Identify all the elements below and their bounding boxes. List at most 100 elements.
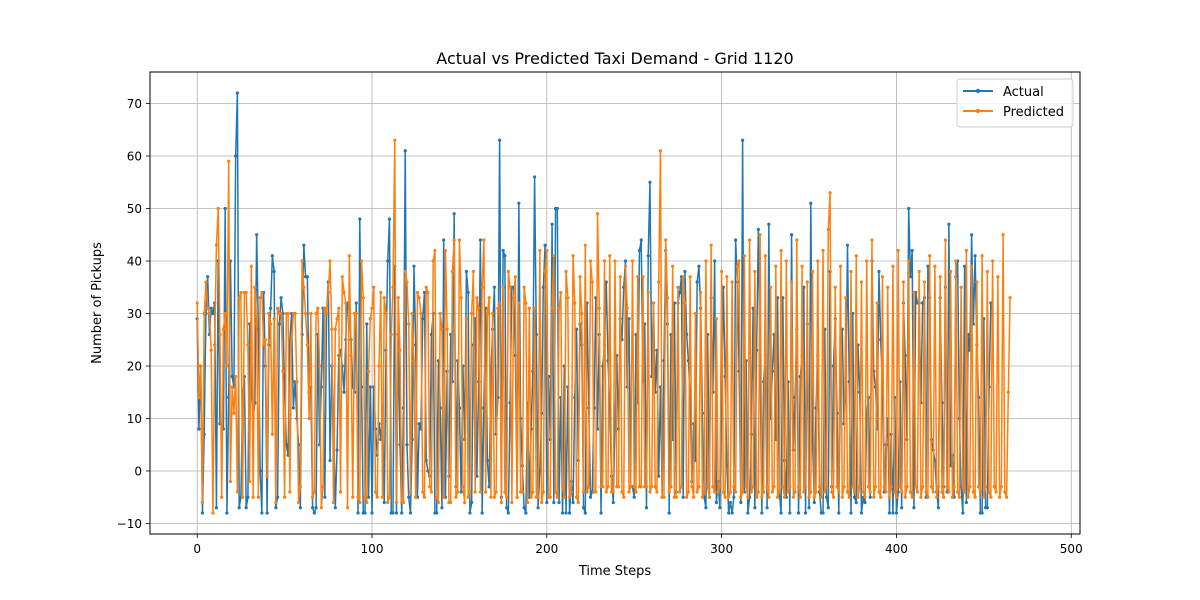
- data-point-predicted: [714, 317, 718, 321]
- data-point-predicted: [506, 269, 510, 274]
- data-point-predicted: [947, 490, 951, 494]
- data-point-predicted: [716, 490, 720, 494]
- data-point-predicted: [831, 495, 836, 499]
- data-point-predicted: [992, 485, 996, 489]
- data-point-predicted: [819, 495, 823, 499]
- data-point-predicted: [206, 306, 210, 310]
- data-point-predicted: [459, 296, 463, 300]
- data-point-actual: [732, 495, 736, 499]
- data-point-actual: [714, 500, 718, 505]
- data-point-predicted: [847, 495, 851, 499]
- data-point-predicted: [793, 490, 797, 494]
- data-point-predicted: [606, 485, 610, 489]
- data-point-predicted: [319, 506, 323, 510]
- data-point-actual: [824, 495, 829, 499]
- data-point-predicted: [331, 500, 336, 505]
- data-point-predicted: [982, 495, 986, 499]
- data-point-actual: [464, 269, 469, 274]
- data-point-predicted: [571, 254, 575, 258]
- data-point-predicted: [366, 369, 371, 373]
- data-point-actual: [342, 390, 346, 394]
- data-point-predicted: [861, 490, 865, 494]
- data-point-predicted: [234, 374, 238, 379]
- data-point-predicted: [807, 495, 811, 499]
- data-point-predicted: [900, 490, 904, 494]
- data-point-predicted: [503, 490, 507, 494]
- x-tick-label: 0: [193, 542, 201, 556]
- data-point-predicted: [225, 364, 229, 368]
- data-point-predicted: [520, 490, 524, 494]
- data-point-predicted: [347, 254, 351, 258]
- data-point-actual: [505, 506, 509, 510]
- data-point-predicted: [602, 259, 607, 263]
- data-point-predicted: [484, 490, 488, 494]
- data-point-actual: [599, 511, 603, 515]
- data-point-actual: [970, 233, 974, 237]
- data-point-predicted: [419, 311, 423, 316]
- data-point-predicted: [859, 280, 864, 284]
- data-point-predicted: [845, 490, 850, 494]
- data-point-predicted: [335, 317, 339, 321]
- data-point-predicted: [499, 500, 503, 505]
- data-point-predicted: [685, 495, 689, 499]
- data-point-predicted: [723, 495, 727, 499]
- data-point-actual: [545, 500, 549, 505]
- data-point-predicted: [473, 490, 477, 494]
- data-point-actual: [560, 511, 565, 515]
- data-point-predicted: [239, 290, 243, 295]
- data-point-predicted: [255, 322, 259, 326]
- data-point-predicted: [735, 264, 739, 268]
- data-point-predicted: [356, 495, 360, 499]
- data-point-actual: [382, 500, 386, 505]
- data-point-predicted: [482, 238, 486, 242]
- data-point-actual: [555, 206, 559, 211]
- data-point-predicted: [665, 296, 670, 300]
- data-point-actual: [765, 506, 769, 510]
- y-tick-label: 70: [127, 97, 142, 111]
- data-point-predicted: [901, 280, 906, 284]
- data-point-predicted: [823, 490, 827, 494]
- data-point-actual: [265, 511, 269, 515]
- data-point-predicted: [569, 490, 573, 494]
- data-point-predicted: [296, 500, 301, 505]
- data-point-actual: [400, 511, 404, 515]
- data-point-predicted: [782, 495, 787, 499]
- data-point-predicted: [435, 495, 439, 499]
- data-point-predicted: [781, 485, 785, 489]
- data-point-predicted: [270, 432, 274, 436]
- data-point-actual: [704, 506, 708, 510]
- data-point-predicted: [436, 500, 441, 505]
- data-point-predicted: [529, 495, 533, 499]
- data-point-actual: [863, 500, 867, 505]
- data-point-predicted: [725, 275, 729, 279]
- data-point-predicted: [775, 495, 780, 499]
- data-point-predicted: [674, 495, 678, 499]
- data-point-actual: [452, 212, 456, 216]
- data-point-predicted: [258, 296, 262, 300]
- data-point-actual: [368, 385, 372, 389]
- data-point-actual: [849, 511, 853, 515]
- data-point-predicted: [494, 490, 498, 494]
- data-point-actual: [845, 243, 850, 247]
- data-point-predicted: [211, 511, 215, 515]
- data-point-predicted: [401, 500, 406, 505]
- y-tick-label: 60: [127, 150, 142, 164]
- data-point-predicted: [330, 327, 334, 331]
- data-point-predicted: [543, 269, 547, 274]
- data-point-predicted: [767, 495, 771, 499]
- data-point-predicted: [905, 485, 909, 489]
- data-point-actual: [639, 238, 643, 242]
- data-point-predicted: [702, 490, 706, 494]
- data-point-predicted: [380, 495, 385, 499]
- data-point-actual: [310, 506, 315, 510]
- data-point-predicted: [996, 275, 1000, 279]
- data-point-predicted: [372, 285, 376, 289]
- data-point-predicted: [522, 285, 526, 289]
- data-point-actual: [826, 506, 830, 510]
- data-point-predicted: [595, 212, 600, 216]
- data-point-actual: [721, 285, 725, 289]
- data-point-predicted: [770, 490, 774, 494]
- data-point-predicted: [1008, 296, 1012, 300]
- data-point-predicted: [487, 296, 491, 300]
- data-point-predicted: [545, 248, 549, 253]
